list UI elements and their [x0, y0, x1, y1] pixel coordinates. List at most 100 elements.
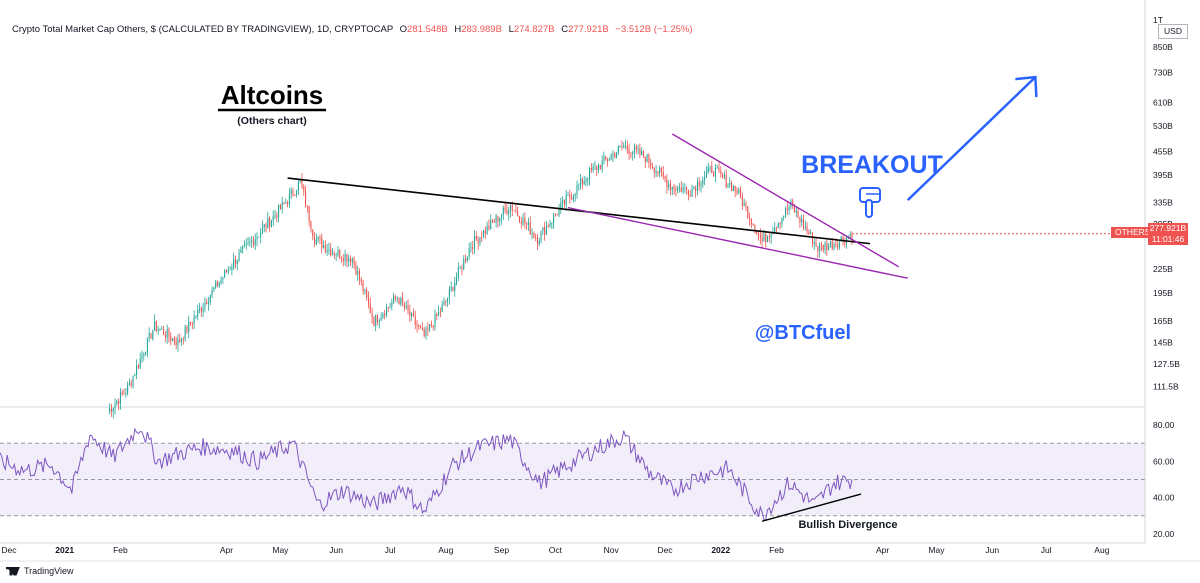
symbol-title: Crypto Total Market Cap Others, $ (CALCU… [12, 24, 393, 35]
candle-body [700, 184, 702, 187]
candle-body [603, 156, 605, 161]
candle-body [520, 221, 522, 224]
candle-body [472, 247, 474, 249]
candle-body [589, 168, 591, 180]
candle-body [403, 303, 405, 308]
candle-body [749, 218, 751, 220]
candle-body [481, 237, 483, 238]
candle-body [463, 259, 465, 270]
candle-body [736, 190, 738, 193]
price-tick-label: 335B [1153, 198, 1173, 208]
candle-body [682, 187, 684, 192]
time-tick-label: Aug [1094, 545, 1109, 555]
drawings [287, 75, 1145, 522]
candle-body [610, 155, 612, 160]
candle-body [621, 146, 623, 148]
candle-body [191, 323, 193, 325]
price-tick-label: 195B [1153, 288, 1173, 298]
candle-body [306, 206, 308, 207]
candle-body [439, 311, 441, 313]
candle-body [285, 202, 287, 204]
candle-body [364, 289, 366, 292]
candle-body [243, 244, 245, 247]
candle-body [567, 195, 569, 196]
candle-body [601, 160, 603, 169]
candle-body [490, 220, 492, 230]
candle-body [310, 221, 312, 230]
rsi-divergence-line [761, 493, 862, 522]
candle-body [443, 301, 445, 305]
time-tick-label: Dec [658, 545, 674, 555]
candle-body [817, 246, 819, 252]
high-label: H [454, 24, 462, 35]
candle-body [614, 153, 616, 158]
candle-body [831, 241, 833, 249]
annotation-title: Altcoins [221, 80, 324, 110]
candle-body [522, 217, 524, 224]
candle-body [204, 302, 206, 308]
candle-body [473, 235, 476, 249]
candle-body [438, 311, 440, 316]
candle-body [594, 166, 596, 168]
candle-body [168, 329, 170, 337]
candle-body [227, 269, 229, 273]
candle-body [197, 309, 199, 317]
candle-body [172, 338, 174, 341]
candle-body [303, 186, 305, 192]
candle-body [846, 236, 848, 244]
candle-body [234, 258, 237, 265]
candle-body [493, 222, 495, 223]
candle-body [396, 298, 398, 299]
tradingview-logo[interactable]: TradingView [6, 566, 74, 576]
symbol-header: Crypto Total Market Cap Others, $ (CALCU… [12, 24, 693, 35]
candle-body [405, 305, 407, 308]
candle-body [331, 253, 334, 256]
candle-body [587, 179, 589, 180]
candle-body [815, 242, 817, 247]
last-price-value: 277.921B [1149, 223, 1187, 233]
time-tick-label: Feb [113, 545, 128, 555]
candle-body [468, 248, 470, 257]
candle-body [783, 216, 785, 218]
candle-body [779, 223, 781, 224]
candle-body [508, 210, 510, 214]
candle-body [206, 302, 208, 305]
candle-body [808, 231, 810, 235]
candle-body [447, 298, 449, 302]
candle-body [409, 311, 411, 317]
candle-body [366, 289, 368, 298]
candle-body [186, 326, 188, 332]
candle-body [148, 333, 150, 338]
candle-body [801, 219, 803, 223]
candle-body [626, 145, 628, 150]
candle-body [644, 156, 646, 162]
candle-body [662, 171, 664, 177]
candle-body [457, 267, 459, 278]
candle-body [743, 203, 745, 206]
candle-body [648, 154, 650, 163]
candle-body [425, 328, 427, 337]
price-tick-label: 111.5B [1153, 381, 1179, 391]
candle-body [389, 305, 391, 308]
candle-body [756, 232, 758, 234]
candle-body [155, 320, 157, 331]
time-tick-label: Dec [1, 545, 17, 555]
candle-body [740, 189, 742, 197]
rsi-line [0, 427, 853, 521]
candle-body [786, 208, 788, 211]
candle-body [835, 244, 837, 245]
candle-body [678, 187, 680, 189]
low-value: 274.827B [513, 24, 555, 35]
currency-button[interactable]: USD [1158, 24, 1188, 39]
candle-body [664, 176, 666, 180]
candle-body [707, 167, 709, 173]
time-tick-label: Apr [220, 545, 233, 555]
candle-body [651, 166, 654, 169]
candle-body [538, 240, 540, 245]
candle-body [231, 267, 233, 270]
candle-body [229, 269, 231, 271]
candle-body [562, 199, 564, 204]
candle-body [607, 158, 609, 161]
